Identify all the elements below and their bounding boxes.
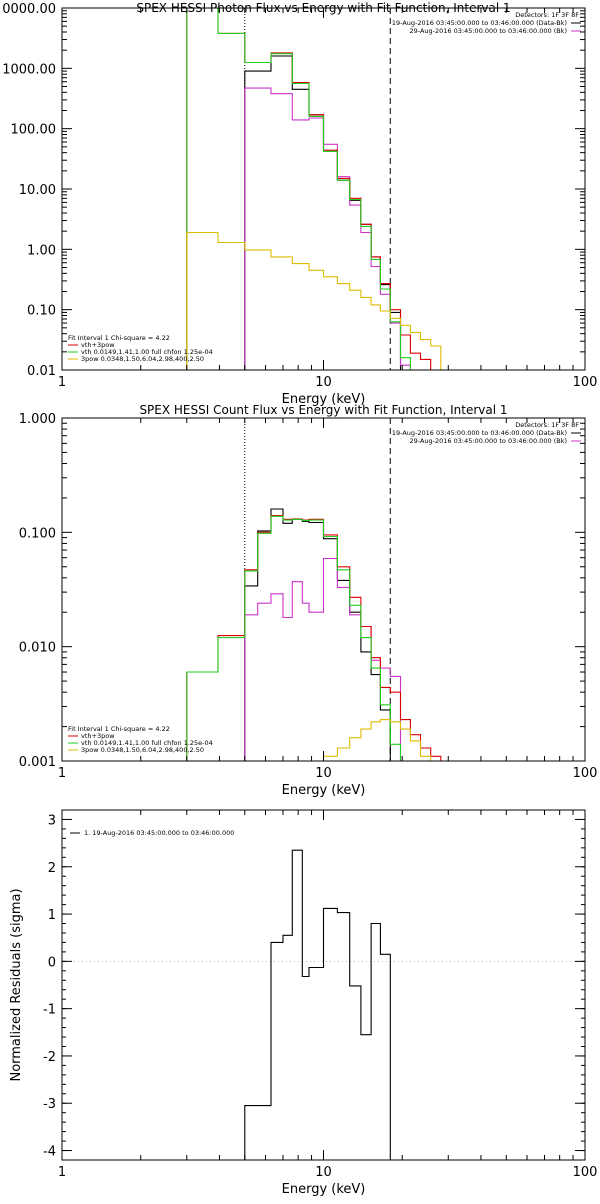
count-legend-interval: 29-Aug-2016 03:45:00.000 to 03:46:00.000… xyxy=(410,437,567,445)
count-series-data xyxy=(244,508,391,761)
photon-series-bk xyxy=(244,87,411,370)
count-legend-fit: Fit Interval 1 Chi-square = 4.22 xyxy=(68,725,170,733)
resid-panel: 1 10 100 -4 -3 -2 -1 0 1 2 3 Energy (keV) Normalized… xyxy=(9,809,598,1197)
photon-series-thermal xyxy=(186,8,411,370)
resid-y-tick-label: -3 xyxy=(43,1097,56,1112)
count-y-tick-label: 0.001 xyxy=(19,755,56,770)
count-legend-detectors: Detectors: 1F 3F 8F xyxy=(515,421,579,429)
photon-panel: SPEX HESSI Photon Flux vs Energy with Fi… xyxy=(2,1,598,407)
photon-series-pow xyxy=(186,231,442,370)
resid-y-tick-label: 3 xyxy=(48,813,56,828)
resid-y-axis-label: Normalized Residuals (sigma) xyxy=(9,888,24,1081)
resid-series-residuals xyxy=(244,849,391,1160)
resid-x-tick-label: 1 xyxy=(58,1165,66,1180)
count-y-tick-label: 0.010 xyxy=(19,641,56,656)
resid-plot-frame xyxy=(61,809,586,1161)
count-legend-model: 3pow 0.0348,1.50,6.04,2.98,400,2.50 xyxy=(81,746,204,754)
count-series-thermal xyxy=(186,515,411,761)
count-x-tick-label: 10 xyxy=(315,766,332,781)
count-series-pow xyxy=(322,719,432,761)
photon-series-group xyxy=(186,8,442,370)
resid-series-group xyxy=(244,849,391,1160)
count-legend-model: vth+3pow xyxy=(81,732,115,740)
resid-y-tick-label: 2 xyxy=(48,861,56,876)
photon-legend-fit: Fit Interval 1 Chi-square = 4.22 xyxy=(68,334,170,342)
photon-legend-interval: 19-Aug-2016 03:45:00.000 to 03:46:00.000… xyxy=(392,19,567,27)
count-x-axis-label: Energy (keV) xyxy=(282,783,366,798)
resid-legend-entry: 1. 19-Aug-2016 03:45:00.000 to 03:46:00.… xyxy=(84,829,234,837)
photon-x-axis-label: Energy (keV) xyxy=(282,392,366,407)
count-legend-interval: 19-Aug-2016 03:45:00.000 to 03:46:00.000… xyxy=(392,429,567,437)
photon-x-tick-label: 10 xyxy=(315,375,332,390)
photon-y-tick-label: 1000.00 xyxy=(2,62,56,77)
photon-y-tick-label: 0.10 xyxy=(27,304,56,319)
photon-y-tick-label: 10.00 xyxy=(19,183,56,198)
photon-legend-interval: 29-Aug-2016 03:45:00.000 to 03:46:00.000… xyxy=(410,27,567,35)
resid-y-tick-label: 0 xyxy=(48,955,56,970)
photon-legend-detectors: Detectors: 1F 3F 8F xyxy=(515,11,579,19)
count-series-group xyxy=(186,508,442,761)
photon-y-tick-label: 0.01 xyxy=(27,364,56,379)
count-legend-model: vth 0.0149,1.41,1.00 full chfon 1.25e-04 xyxy=(81,739,213,747)
photon-legend-model: vth 0.0149,1.41,1.00 full chfon 1.25e-04 xyxy=(81,348,213,356)
resid-y-tick-label: -2 xyxy=(43,1050,56,1065)
count-y-tick-label: 0.100 xyxy=(19,526,56,541)
photon-legend-model: 3pow 0.0348,1.50,6.04,2.98,400,2.50 xyxy=(81,355,204,363)
resid-y-tick-label: 1 xyxy=(48,908,56,923)
count-panel: SPEX HESSI Count Flux vs Energy with Fit… xyxy=(19,403,598,798)
photon-series-data xyxy=(244,55,402,370)
count-y-tick-label: 1.000 xyxy=(19,412,56,427)
photon-x-tick-label: 1 xyxy=(58,375,66,390)
count-x-tick-label: 100 xyxy=(573,766,598,781)
photon-x-tick-label: 100 xyxy=(573,375,598,390)
photon-plot-frame xyxy=(61,7,586,371)
resid-x-tick-label: 10 xyxy=(315,1165,332,1180)
resid-y-tick-label: -1 xyxy=(43,1003,56,1018)
resid-x-tick-label: 100 xyxy=(573,1165,598,1180)
photon-y-tick-label: 100.00 xyxy=(11,123,57,138)
count-series-total xyxy=(186,515,442,761)
photon-y-tick-label: 1.00 xyxy=(27,243,56,258)
count-series-bk xyxy=(244,557,402,761)
photon-y-tick-label: 0000.00 xyxy=(2,2,56,17)
photon-legend-model: vth+3pow xyxy=(81,341,115,349)
count-x-tick-label: 1 xyxy=(58,766,66,781)
photon-series-total xyxy=(186,8,441,370)
resid-y-tick-label: -4 xyxy=(43,1145,56,1160)
resid-x-axis-label: Energy (keV) xyxy=(282,1182,366,1197)
count-title: SPEX HESSI Count Flux vs Energy with Fit… xyxy=(139,403,507,417)
